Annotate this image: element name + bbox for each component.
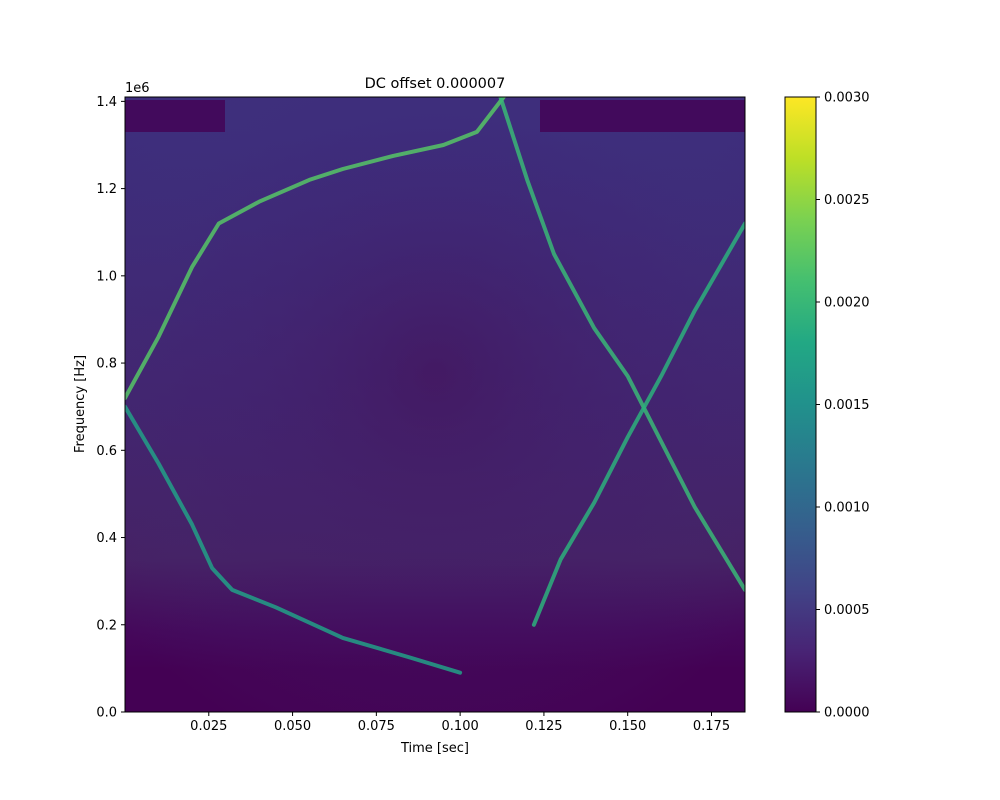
spectrogram-traces — [125, 97, 745, 675]
x-tick-label: 0.075 — [358, 719, 395, 734]
spectrogram-texture — [125, 97, 745, 712]
colorbar-ticks: 0.0000 0.0005 0.0010 0.0015 0.0020 0.0025 0.00… — [816, 91, 870, 721]
spectrogram-area — [125, 97, 745, 712]
x-tick-label: 0.175 — [693, 719, 730, 734]
trace-4 — [531, 221, 745, 627]
top-dark-band-right — [540, 100, 745, 132]
y-tick-label: 0.6 — [96, 444, 117, 459]
y-tick-label: 0.0 — [96, 706, 117, 721]
y-tick-label: 0.4 — [96, 531, 117, 546]
trace-2 — [125, 404, 463, 675]
x-tick-label: 0.150 — [609, 719, 646, 734]
x-tick-label: 0.100 — [442, 719, 479, 734]
x-axis-ticks: 0.025 0.050 0.075 0.100 0.125 0.150 0.175 — [190, 712, 730, 734]
x-tick-label: 0.050 — [274, 719, 311, 734]
colorbar-tick-label: 0.0025 — [824, 193, 870, 208]
colorbar-tick-label: 0.0005 — [824, 603, 870, 618]
trace-3 — [498, 97, 745, 592]
colorbar — [784, 96, 817, 713]
y-tick-label: 1.4 — [96, 95, 117, 110]
top-dark-band-left — [125, 100, 225, 132]
y-tick-label: 0.2 — [96, 618, 117, 633]
colorbar-tick-label: 0.0020 — [824, 296, 870, 311]
plot-frame — [124, 96, 746, 713]
y-tick-label: 1.2 — [96, 182, 117, 197]
colorbar-tick-label: 0.0010 — [824, 501, 870, 516]
y-tick-label: 1.0 — [96, 269, 117, 284]
chart-title: DC offset 0.000007 — [365, 76, 506, 92]
y-axis-label: Frequency [Hz] — [73, 355, 88, 453]
colorbar-tick-label: 0.0000 — [824, 706, 870, 721]
colorbar-tick-label: 0.0015 — [824, 398, 870, 413]
y-axis-ticks: 0.0 0.2 0.4 0.6 0.8 1.0 1.2 1.4 — [96, 95, 125, 721]
colorbar-tick-label: 0.0030 — [824, 91, 870, 106]
x-axis-label: Time [sec] — [400, 741, 469, 756]
y-tick-label: 0.8 — [96, 357, 117, 372]
x-tick-label: 0.125 — [525, 719, 562, 734]
y-offset-text: 1e6 — [125, 81, 150, 96]
trace-1 — [125, 97, 506, 400]
x-tick-label: 0.025 — [190, 719, 227, 734]
